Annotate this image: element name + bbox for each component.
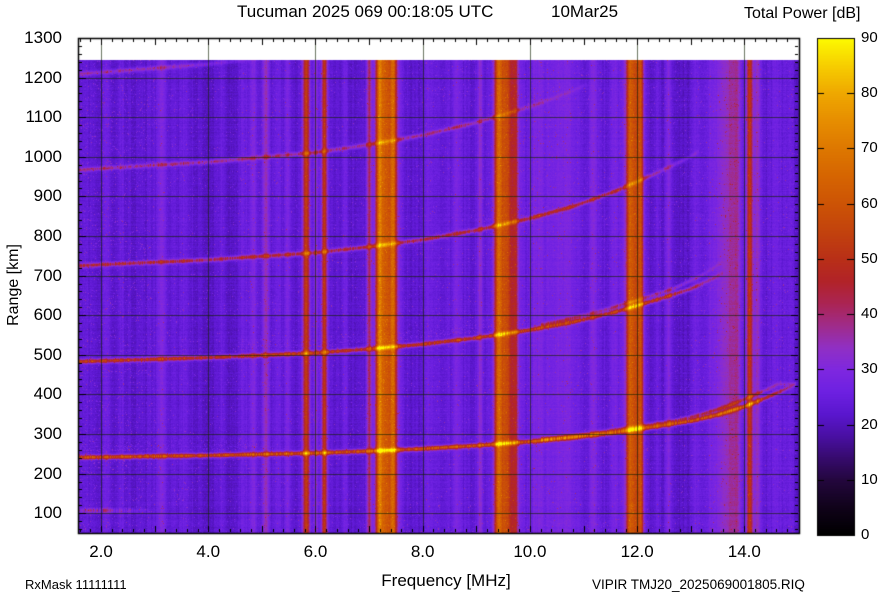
y-tick-label: 700	[33, 265, 62, 285]
y-tick-label: 900	[33, 186, 62, 206]
colorbar-tick-label: 30	[861, 360, 878, 378]
colorbar-tick-label: 50	[861, 249, 878, 267]
y-tick-label: 800	[33, 226, 62, 245]
x-tick-label: 10.0	[513, 542, 547, 561]
plot-date: 10Mar25	[551, 2, 619, 21]
colorbar-tick-label: 40	[861, 305, 878, 323]
x-tick-label: 14.0	[727, 542, 761, 561]
plot-title: Tucuman 2025 069 00:18:05 UTC	[237, 2, 494, 21]
y-tick-label: 1000	[24, 146, 62, 166]
colorbar-tick-label: 70	[861, 139, 878, 157]
x-tick-label: 12.0	[620, 542, 654, 561]
x-tick-label: 8.0	[410, 542, 435, 561]
y-tick-label: 500	[33, 344, 62, 364]
rx-mask-label: RxMask 11111111	[25, 577, 127, 592]
x-axis-label: Frequency [MHz]	[381, 571, 511, 590]
colorbar-tick-label: 80	[861, 84, 878, 102]
y-tick-label: 300	[33, 424, 62, 443]
y-tick-label: 1100	[25, 107, 62, 127]
colorbar-tick-label: 90	[861, 29, 878, 46]
y-tick-label: 400	[33, 384, 62, 404]
y-tick-label: 100	[33, 503, 62, 523]
colorbar-title: Total Power [dB]	[744, 5, 861, 22]
colorbar-tick-label: 60	[861, 194, 878, 212]
x-tick-label: 4.0	[196, 542, 221, 561]
y-tick-label: 1300	[24, 28, 62, 47]
x-tick-label: 6.0	[303, 542, 328, 561]
file-id-label: VIPIR TMJ20_2025069001805.RIQ	[592, 577, 805, 592]
x-tick-label: 2.0	[89, 542, 113, 561]
colorbar-tick-label: 0	[861, 526, 870, 543]
y-tick-label: 1200	[24, 67, 62, 87]
y-tick-label: 600	[33, 305, 62, 325]
colorbar-tick-label: 10	[861, 470, 878, 488]
y-tick-label: 200	[33, 463, 62, 483]
colorbar-tick-label: 20	[861, 415, 878, 433]
